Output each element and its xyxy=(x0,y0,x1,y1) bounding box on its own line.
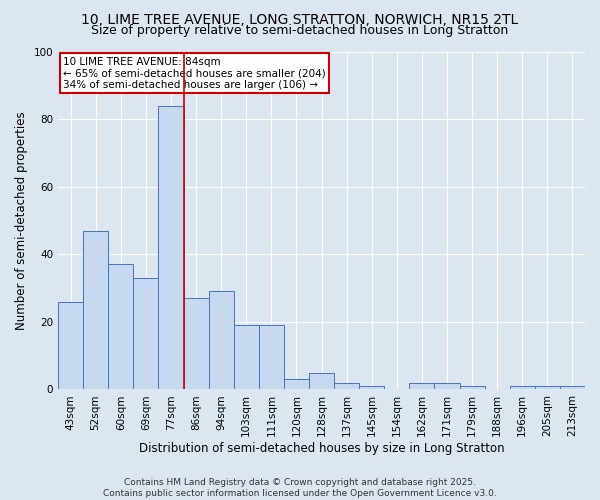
Bar xyxy=(108,264,133,390)
Text: 10 LIME TREE AVENUE: 84sqm
← 65% of semi-detached houses are smaller (204)
34% o: 10 LIME TREE AVENUE: 84sqm ← 65% of semi… xyxy=(64,56,326,90)
X-axis label: Distribution of semi-detached houses by size in Long Stratton: Distribution of semi-detached houses by … xyxy=(139,442,505,455)
Bar xyxy=(184,298,209,390)
Bar xyxy=(133,278,158,390)
Text: 10, LIME TREE AVENUE, LONG STRATTON, NORWICH, NR15 2TL: 10, LIME TREE AVENUE, LONG STRATTON, NOR… xyxy=(82,12,518,26)
Bar xyxy=(233,325,259,390)
Bar xyxy=(535,386,560,390)
Bar xyxy=(58,302,83,390)
Bar xyxy=(510,386,535,390)
Text: Contains HM Land Registry data © Crown copyright and database right 2025.
Contai: Contains HM Land Registry data © Crown c… xyxy=(103,478,497,498)
Bar xyxy=(259,325,284,390)
Bar xyxy=(359,386,384,390)
Bar xyxy=(158,106,184,390)
Bar xyxy=(209,292,233,390)
Bar xyxy=(83,230,108,390)
Bar xyxy=(309,372,334,390)
Text: Size of property relative to semi-detached houses in Long Stratton: Size of property relative to semi-detach… xyxy=(91,24,509,37)
Bar xyxy=(460,386,485,390)
Bar xyxy=(409,382,434,390)
Bar xyxy=(284,380,309,390)
Y-axis label: Number of semi-detached properties: Number of semi-detached properties xyxy=(15,111,28,330)
Bar xyxy=(334,382,359,390)
Bar xyxy=(434,382,460,390)
Bar xyxy=(560,386,585,390)
